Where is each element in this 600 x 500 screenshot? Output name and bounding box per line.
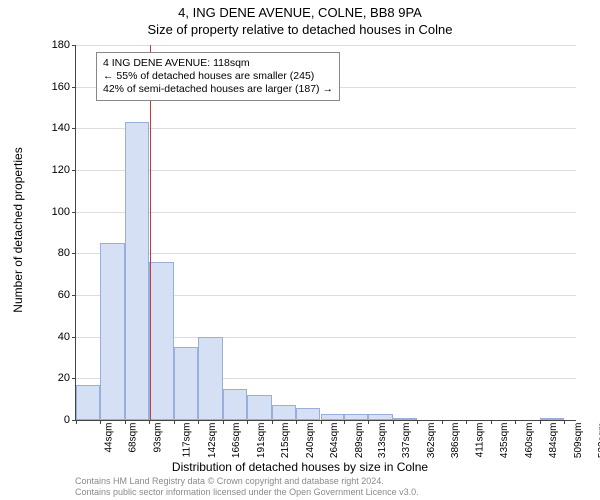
footer-credits: Contains HM Land Registry data © Crown c…	[75, 476, 419, 498]
xtick-label: 264sqm	[329, 423, 340, 459]
xtick-mark	[198, 420, 199, 424]
histogram-bar	[272, 405, 296, 420]
histogram-bar	[76, 385, 100, 420]
xtick-mark	[223, 420, 224, 424]
xtick-mark	[149, 420, 150, 424]
histogram-bar	[125, 122, 149, 420]
histogram-bar	[149, 262, 174, 420]
xtick-label: 215sqm	[280, 423, 291, 459]
xtick-label: 93sqm	[152, 423, 163, 453]
xtick-label: 411sqm	[475, 423, 486, 458]
xtick-label: 460sqm	[524, 423, 535, 459]
title-subtitle: Size of property relative to detached ho…	[0, 22, 600, 37]
xtick-label: 191sqm	[256, 423, 267, 459]
ytick-label: 160	[52, 81, 70, 93]
histogram-bar	[100, 243, 125, 420]
title-address: 4, ING DENE AVENUE, COLNE, BB8 9PA	[0, 5, 600, 20]
histogram-bar	[198, 337, 223, 420]
xtick-mark	[466, 420, 467, 424]
histogram-bar	[344, 414, 368, 420]
xtick-label: 337sqm	[401, 423, 412, 459]
xtick-mark	[515, 420, 516, 424]
xtick-mark	[125, 420, 126, 424]
xtick-mark	[272, 420, 273, 424]
xtick-mark	[442, 420, 443, 424]
ytick-label: 100	[52, 206, 70, 218]
annotation-line1: 4 ING DENE AVENUE: 118sqm	[103, 57, 333, 70]
xtick-mark	[100, 420, 101, 424]
xtick-label: 240sqm	[305, 423, 316, 459]
annotation-line2: ← 55% of detached houses are smaller (24…	[103, 70, 333, 83]
footer-line1: Contains HM Land Registry data © Crown c…	[75, 476, 419, 487]
annotation-box: 4 ING DENE AVENUE: 118sqm ← 55% of detac…	[96, 52, 340, 101]
xtick-mark	[76, 420, 77, 424]
xtick-label: 313sqm	[378, 423, 389, 459]
footer-line2: Contains public sector information licen…	[75, 487, 419, 498]
histogram-bar	[393, 418, 417, 420]
xtick-mark	[491, 420, 492, 424]
xtick-mark	[296, 420, 297, 424]
xtick-mark	[344, 420, 345, 424]
xtick-mark	[321, 420, 322, 424]
xtick-mark	[540, 420, 541, 424]
histogram-bar	[296, 408, 321, 421]
ytick-label: 20	[58, 372, 70, 384]
xtick-label: 362sqm	[426, 423, 437, 459]
histogram-bar	[174, 347, 198, 420]
xtick-mark	[368, 420, 369, 424]
xtick-mark	[393, 420, 394, 424]
xtick-mark	[417, 420, 418, 424]
xtick-mark	[247, 420, 248, 424]
ytick-label: 80	[58, 247, 70, 259]
xtick-label: 289sqm	[354, 423, 365, 459]
xtick-label: 386sqm	[450, 423, 461, 459]
x-axis-label: Distribution of detached houses by size …	[0, 460, 600, 474]
plot-area: 02040608010012014016018044sqm68sqm93sqm1…	[75, 45, 576, 421]
xtick-label: 142sqm	[207, 423, 218, 459]
histogram-bar	[247, 395, 272, 420]
xtick-mark	[174, 420, 175, 424]
ytick-label: 120	[52, 164, 70, 176]
histogram-bar	[368, 414, 393, 420]
xtick-label: 435sqm	[499, 423, 510, 459]
xtick-label: 44sqm	[104, 423, 115, 453]
ytick-label: 180	[52, 39, 70, 51]
xtick-label: 484sqm	[548, 423, 559, 459]
chart-container: 4, ING DENE AVENUE, COLNE, BB8 9PA Size …	[0, 0, 600, 500]
y-axis-label: Number of detached properties	[11, 147, 25, 312]
xtick-label: 68sqm	[127, 423, 138, 453]
xtick-label: 509sqm	[573, 423, 584, 459]
ytick-label: 140	[52, 122, 70, 134]
annotation-line3: 42% of semi-detached houses are larger (…	[103, 83, 333, 96]
ytick-label: 40	[58, 331, 70, 343]
ytick-label: 0	[64, 414, 70, 426]
xtick-label: 117sqm	[181, 423, 192, 458]
histogram-bar	[223, 389, 247, 420]
xtick-label: 166sqm	[231, 423, 242, 459]
xtick-mark	[564, 420, 565, 424]
ytick-label: 60	[58, 289, 70, 301]
histogram-bar	[321, 414, 345, 420]
histogram-bar	[540, 418, 564, 420]
